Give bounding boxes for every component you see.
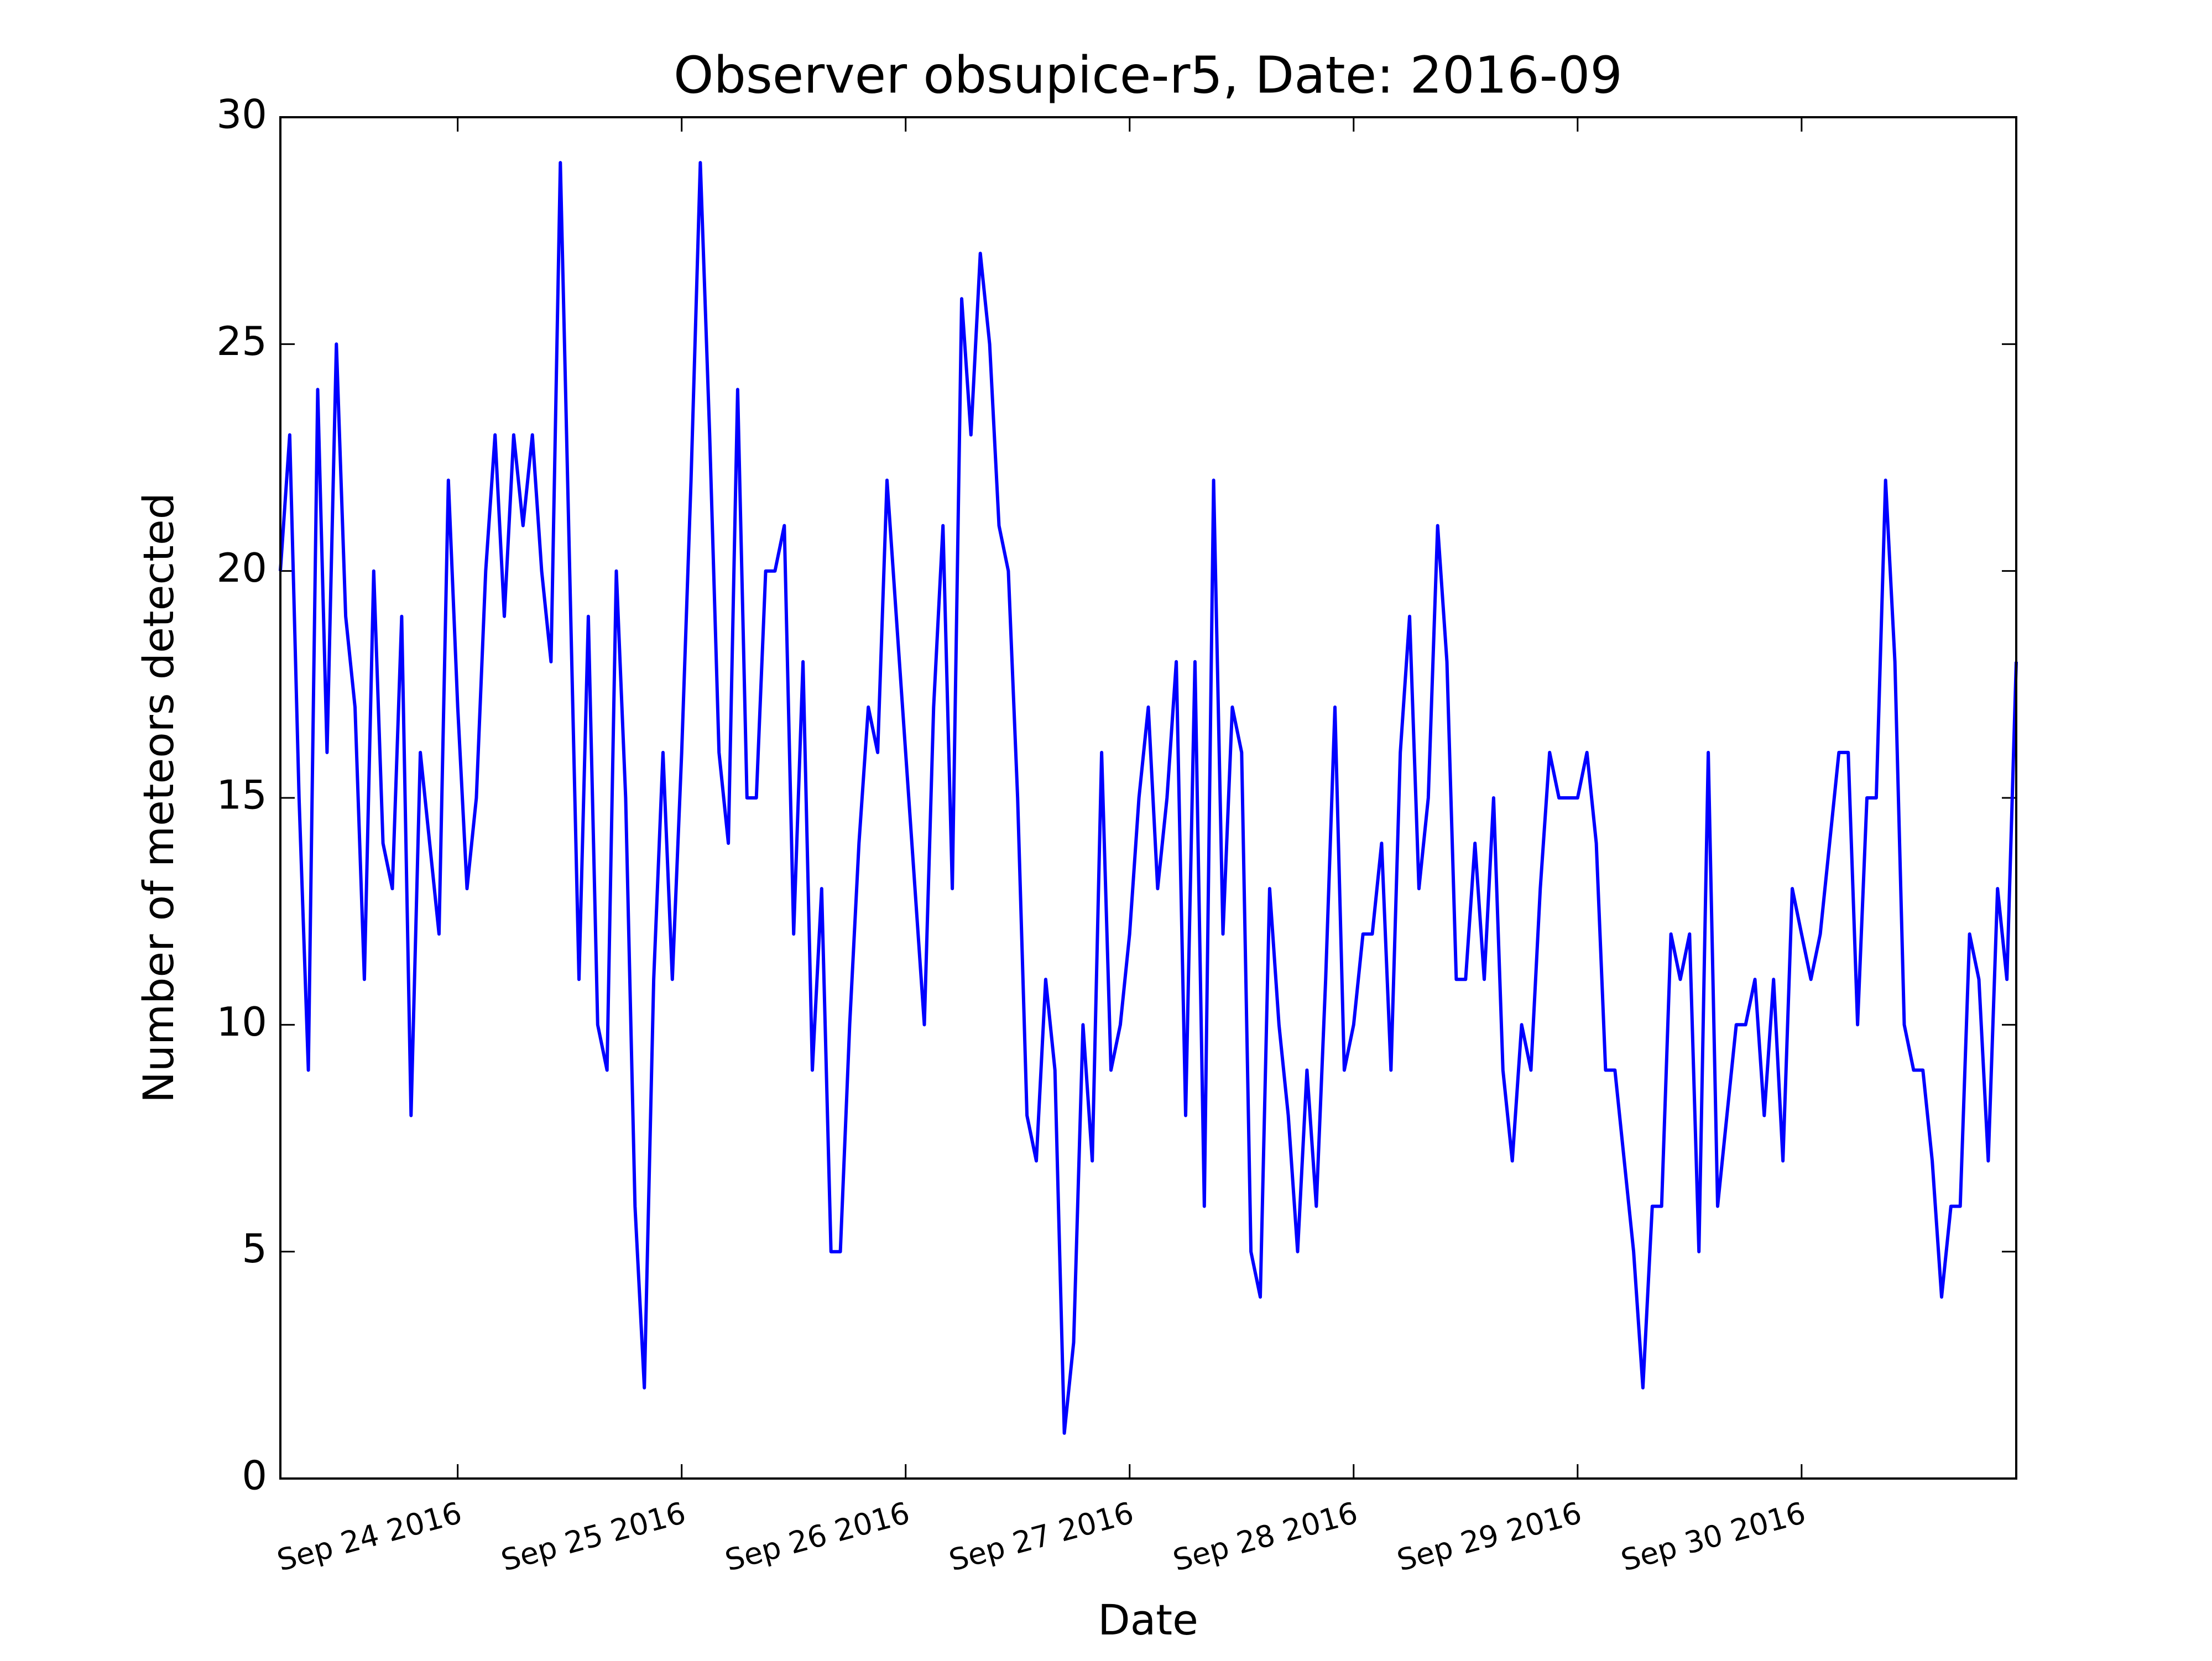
data-line — [279, 161, 2018, 1435]
y-tick-label: 25 — [216, 318, 267, 364]
y-tick-label: 5 — [242, 1225, 267, 1272]
y-tick-label: 15 — [216, 772, 267, 818]
y-tick-label: 20 — [216, 545, 267, 591]
y-axis-label: Number of meteors detected — [134, 493, 183, 1103]
y-tick-label: 30 — [216, 91, 267, 138]
plot-frame — [279, 116, 2017, 1480]
x-axis-label: Date — [1098, 1595, 1198, 1644]
chart-title: Observer obsupice-r5, Date: 2016-09 — [674, 45, 1623, 105]
y-tick-label: 10 — [216, 999, 267, 1045]
y-tick-label: 0 — [242, 1453, 267, 1499]
